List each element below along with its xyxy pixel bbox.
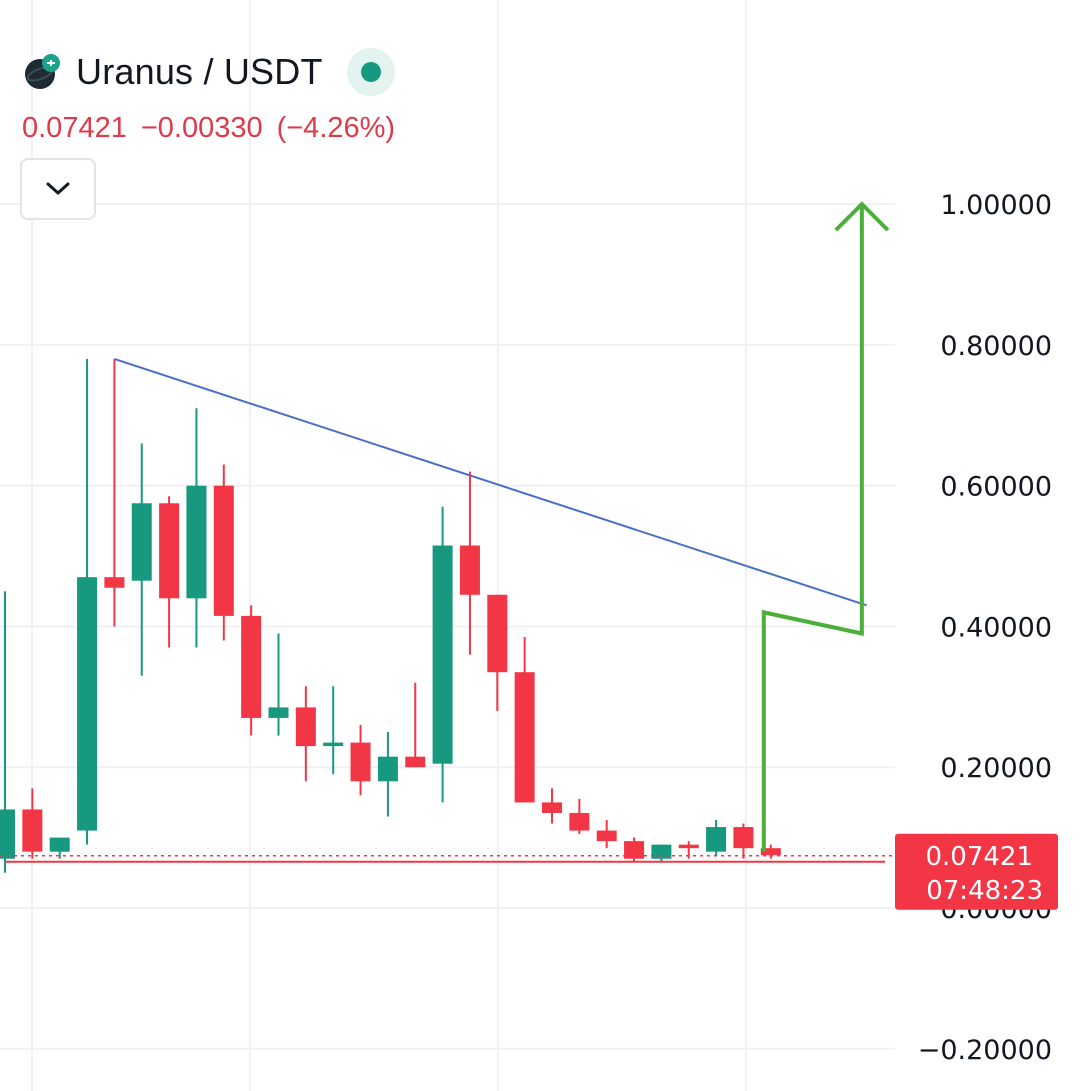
candle: [624, 837, 645, 863]
candle: [22, 788, 43, 859]
candle: [432, 506, 453, 803]
price-line-layer: [0, 855, 895, 863]
projection-path: [761, 204, 864, 852]
candle: [733, 823, 754, 859]
candle-body: [405, 756, 426, 768]
candle: [295, 686, 316, 782]
candle-body: [159, 503, 180, 599]
candle: [268, 633, 289, 736]
candle-body: [432, 545, 453, 764]
candle-body: [323, 742, 344, 747]
candle-body: [733, 827, 754, 849]
candle: [241, 605, 262, 736]
candle-body: [104, 577, 125, 588]
candle-body: [706, 827, 727, 852]
candle: [131, 443, 152, 676]
chart-grid: [0, 0, 895, 1091]
candle-body: [678, 844, 699, 849]
candle: [104, 358, 125, 627]
candle: [542, 788, 562, 824]
candle-body: [569, 812, 590, 831]
candle-body: [377, 756, 398, 782]
candle-body: [77, 577, 98, 831]
candle-body: [213, 485, 234, 616]
y-tick-label: 0.80000: [940, 331, 1052, 362]
pair-name[interactable]: Uranus / USDT: [76, 51, 323, 92]
candle: [186, 408, 207, 648]
candle: [77, 358, 98, 845]
live-status-icon: [346, 48, 395, 96]
price-axis[interactable]: 1.000000.800000.600000.400000.200000.000…: [918, 190, 1052, 1066]
candle: [49, 837, 70, 859]
live-status-dot: [360, 62, 381, 82]
projection-layer: [761, 201, 890, 852]
resistance-trendline: [114, 358, 867, 607]
trendline-layer: [114, 358, 867, 607]
candle: [459, 471, 480, 655]
candle-body: [542, 802, 562, 813]
candle: [596, 820, 617, 849]
candle: [350, 724, 371, 796]
collapse-toggle-button[interactable]: [20, 158, 96, 220]
last-price: 0.07421: [22, 112, 127, 144]
candle: [514, 637, 535, 803]
chevron-down-icon: [46, 182, 70, 195]
candle-body: [241, 615, 262, 718]
candle: [651, 844, 672, 863]
candle: [323, 686, 344, 775]
candle-body: [186, 485, 207, 599]
y-tick-label: −0.20000: [918, 1035, 1052, 1066]
candle-body: [350, 742, 371, 782]
candle: [706, 820, 727, 856]
price-change-pct: (−4.26%): [276, 112, 396, 144]
candle-body: [295, 707, 316, 747]
candle-body: [624, 841, 645, 859]
candle: [569, 798, 590, 835]
price-tag: 0.07421 07:48:23: [895, 833, 1058, 910]
candle-body: [131, 503, 152, 581]
symbol-header: Uranus / USDT: [22, 48, 395, 96]
price-change: −0.00330: [140, 112, 263, 144]
price-quote: 0.07421 −0.00330 (−4.26%): [22, 112, 409, 145]
candle-body: [760, 848, 781, 856]
price-tag-countdown: 07:48:23: [926, 876, 1043, 906]
candle-body: [459, 545, 480, 595]
y-tick-label: 0.60000: [940, 472, 1052, 503]
y-tick-label: 0.40000: [940, 612, 1052, 643]
price-tag-value: 0.07421: [925, 842, 1033, 872]
uranus-coin-icon: [22, 52, 62, 92]
candles-layer: [0, 358, 781, 873]
candle-body: [268, 707, 289, 718]
price-tag-bg: [895, 833, 1058, 910]
y-tick-label: 0.20000: [940, 753, 1052, 784]
candle: [487, 594, 508, 711]
candle-body: [0, 809, 15, 859]
candle-body: [514, 672, 535, 803]
candle-body: [22, 809, 43, 852]
candle: [0, 591, 15, 873]
candle-body: [49, 837, 70, 852]
candle: [377, 732, 398, 817]
candle-body: [596, 830, 617, 842]
candle-body: [487, 594, 508, 673]
candle: [159, 496, 180, 648]
candle: [213, 464, 234, 641]
y-tick-label: 1.00000: [940, 190, 1052, 221]
candle: [405, 682, 426, 768]
projection-arrowhead: [834, 201, 890, 232]
candle-body: [651, 844, 672, 859]
